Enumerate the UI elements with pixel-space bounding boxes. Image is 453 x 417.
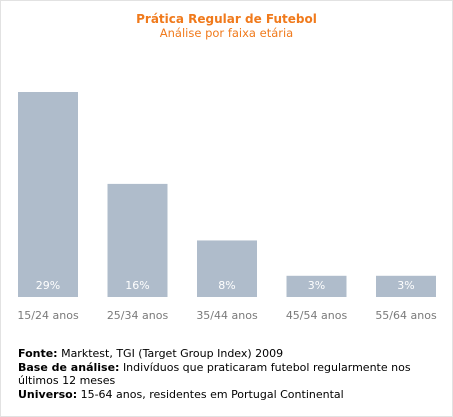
category-label-3: 35/44 anos [196,309,258,322]
chart-subtitle: Análise por faixa etária [159,26,294,40]
bar-1 [18,92,78,297]
source-value: Marktest, TGI (Target Group Index) 2009 [61,347,284,360]
value-label-5: 3% [397,279,414,292]
base-value: Indivíduos que praticaram futebol regula… [18,360,411,388]
value-label-1: 29% [36,279,60,292]
value-label-4: 3% [308,279,325,292]
base-note: Base de análise: Indivíduos que praticar… [18,361,443,388]
bar-chart: 29% 15/24 anos 16% 25/34 anos 8% 35/44 anos 3%… [17,92,437,322]
source-note: Fonte: Marktest, TGI (Target Group Index… [18,347,443,361]
category-label-1: 15/24 anos [17,309,79,322]
bar-5 [376,275,436,297]
universe-key: Universo: [18,387,78,401]
chart-title: Prática Regular de Futebol [136,12,317,26]
base-key: Base de análise: [18,360,120,374]
category-label-5: 55/64 anos [375,309,437,322]
chart-notes: Fonte: Marktest, TGI (Target Group Index… [18,347,443,401]
bar-3 [197,240,257,297]
category-label-2: 25/34 anos [107,309,169,322]
universe-note: Universo: 15-64 anos, residentes em Port… [18,388,443,402]
universe-value: 15-64 anos, residentes em Portugal Conti… [80,387,344,401]
value-label-2: 16% [125,279,149,292]
value-label-3: 8% [218,279,235,292]
bar-4 [286,275,347,297]
bar-2 [107,183,168,297]
source-key: Fonte: [18,347,58,360]
category-label-4: 45/54 anos [286,309,348,322]
